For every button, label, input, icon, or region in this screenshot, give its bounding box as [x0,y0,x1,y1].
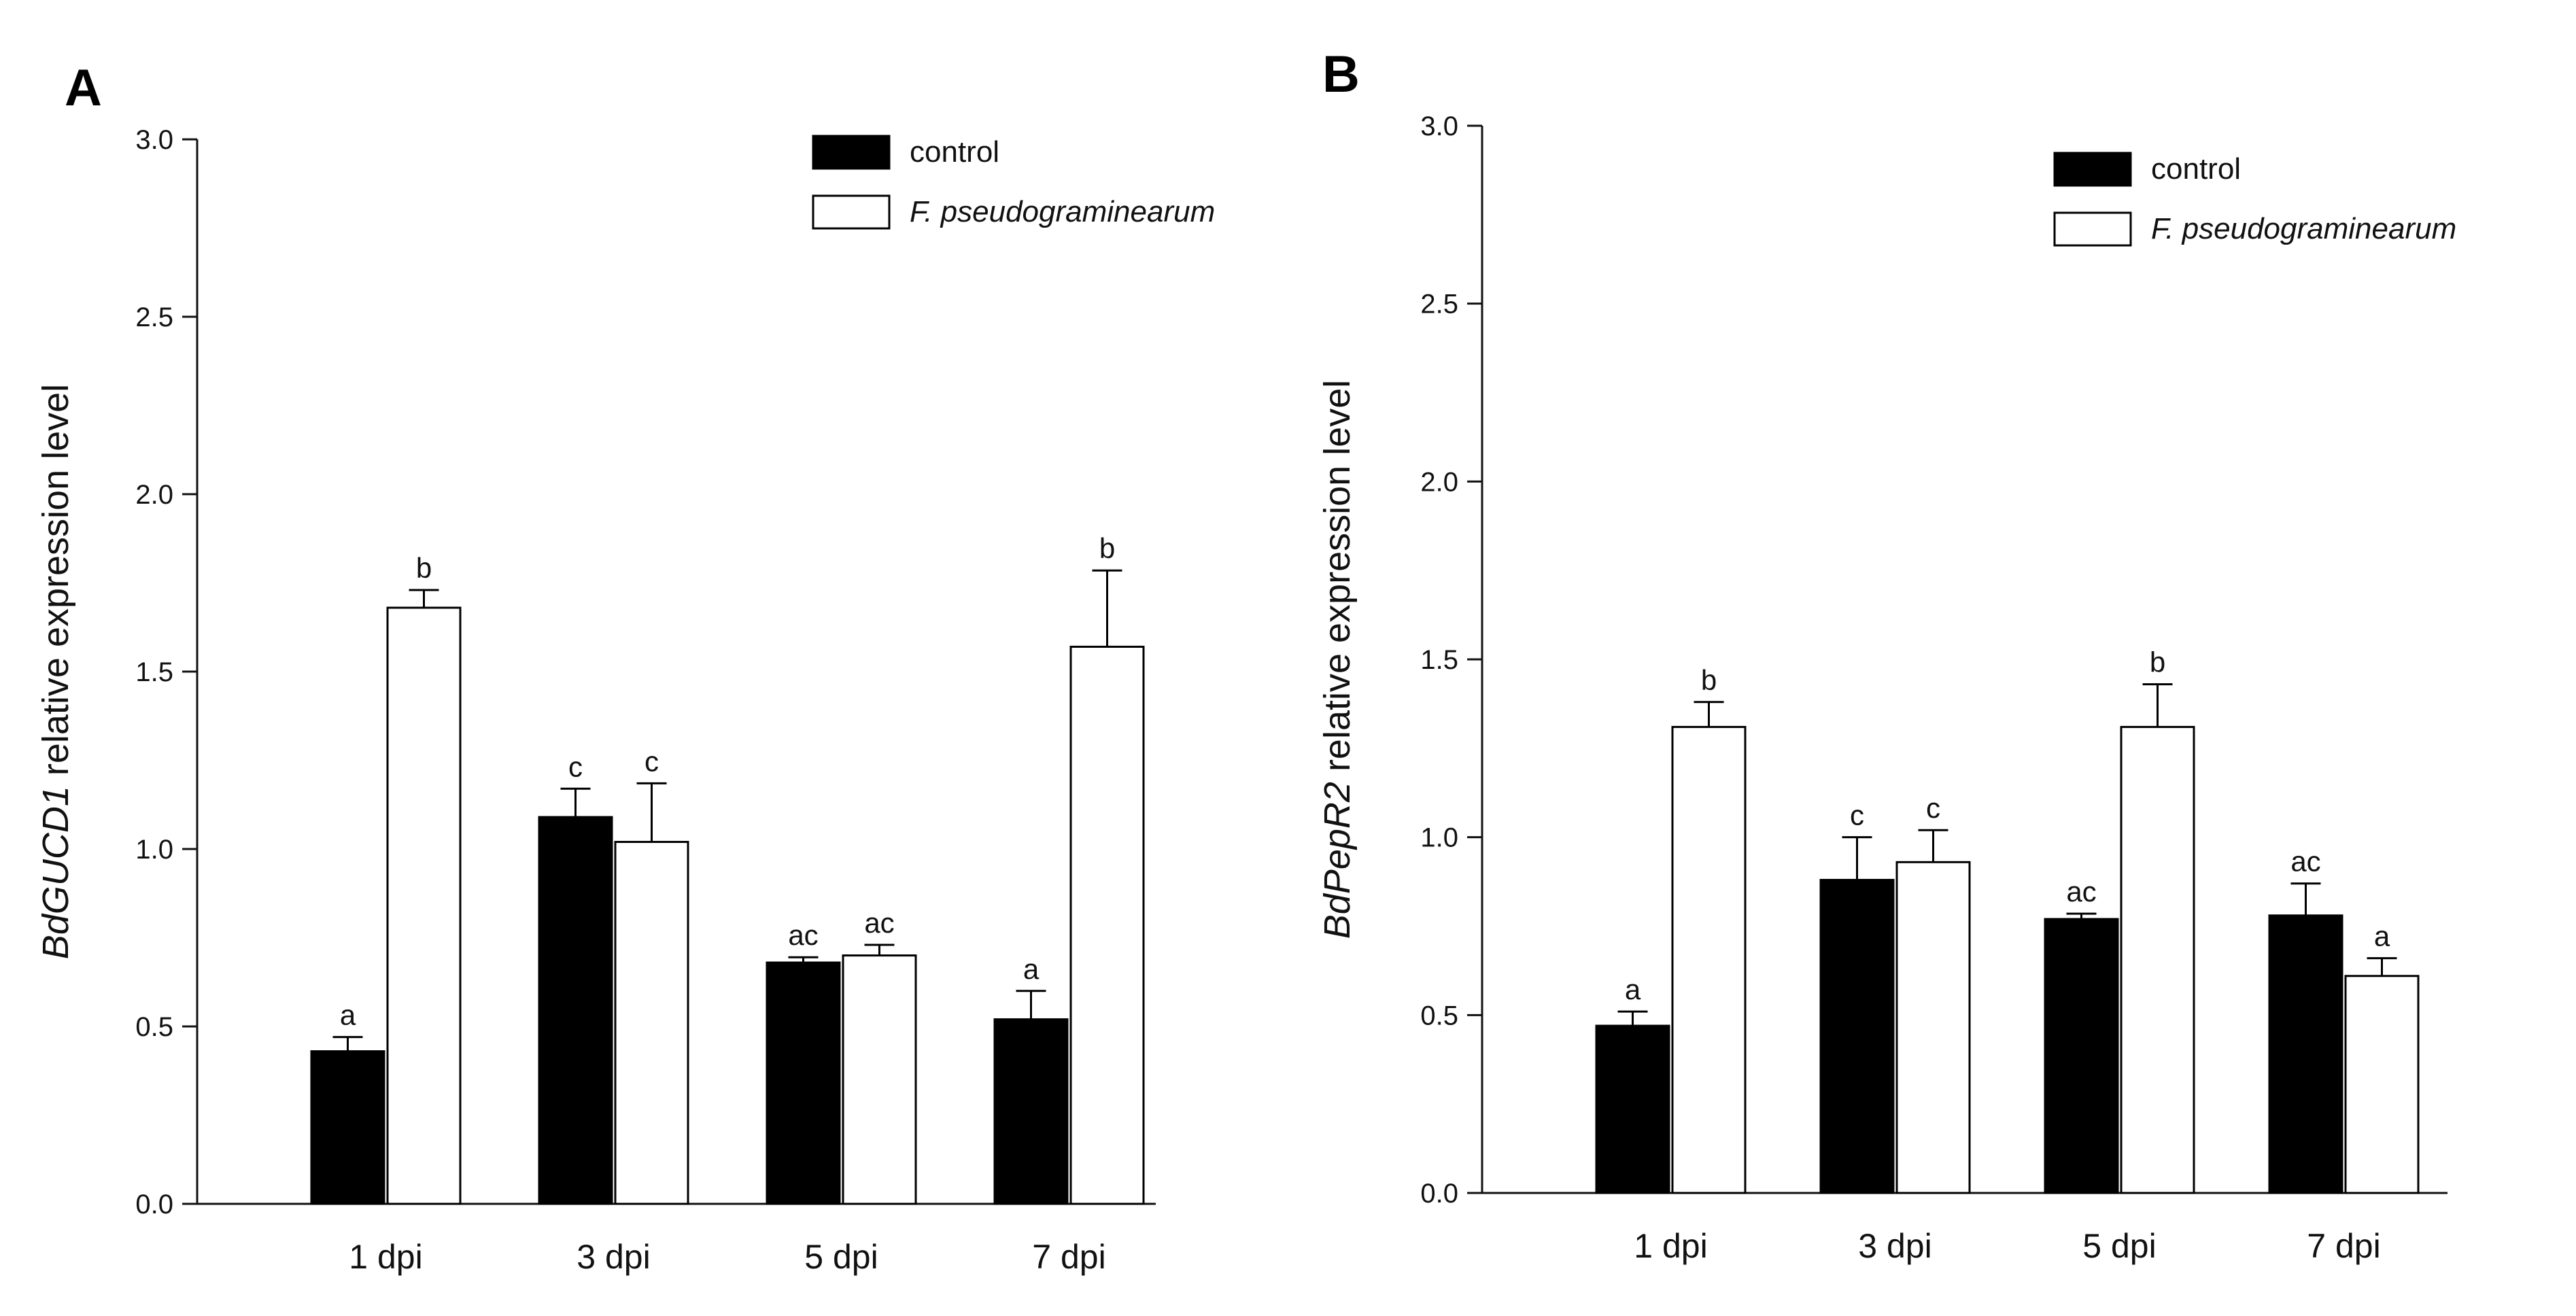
x-category-label: 1 dpi [1634,1227,1707,1265]
bar-control [2268,914,2343,1194]
y-axis-label-text: relative expression level [35,384,76,786]
bar-infected [614,841,689,1205]
bar-control [766,961,841,1205]
legend-label-infected: F. pseudograminearum [910,195,1215,228]
bar-infected [1069,645,1145,1205]
significance-label: ac [2066,876,2096,907]
y-tick-label: 3.0 [1420,111,1458,141]
significance-label: b [2150,646,2165,678]
x-category-label: 3 dpi [577,1238,650,1276]
legend-swatch-infected [812,194,891,230]
significance-label: a [2374,920,2390,952]
significance-label: c [645,745,659,777]
legend-swatch-control [2053,152,2132,187]
x-category-label: 7 dpi [1032,1238,1105,1276]
significance-label: c [1850,799,1864,831]
panel-a: A 0.0 0.5 1.0 1.5 2.0 2.5 3.0 BdGUCD1 relative e… [35,59,1215,1276]
significance-label: b [1099,532,1115,564]
bar-control [310,1050,385,1205]
y-tick-label: 1.0 [1420,823,1458,853]
bar-control [1819,878,1895,1194]
bar-control [1595,1024,1670,1194]
significance-label: ac [2290,846,2320,878]
y-axis-label-gene: BdGUCD1 [35,786,76,959]
bar-control [538,816,613,1205]
y-tick-label: 0.5 [135,1012,173,1042]
bar-infected [386,606,462,1205]
significance-label: c [1926,792,1940,824]
y-tick-label: 1.0 [135,835,173,865]
y-axis-label-text: relative expression level [1317,380,1358,782]
x-category-label: 1 dpi [349,1238,422,1276]
significance-label: a [1625,973,1641,1005]
legend-label-control: control [2151,152,2241,186]
legend-label-infected: F. pseudograminearum [2151,212,2456,245]
y-tick-label: 2.0 [1420,467,1458,497]
y-tick-label: 3.0 [135,125,173,155]
significance-label: a [340,999,356,1031]
bar-control [993,1018,1069,1205]
y-tick-label: 0.0 [1420,1179,1458,1209]
y-axis-label-gene: BdPepR2 [1317,782,1358,939]
y-tick-label: 0.5 [1420,1001,1458,1031]
x-category-label: 7 dpi [2307,1227,2380,1265]
significance-label: b [416,552,432,584]
panel-b: B 0.0 0.5 1.0 1.5 2.0 2.5 3.0 BdPepR2 relative e… [1317,46,2456,1265]
panel-letter: B [1322,46,1360,103]
x-category-label: 5 dpi [2082,1227,2156,1265]
panel-letter: A [65,59,102,117]
x-category-label: 3 dpi [1858,1227,1931,1265]
legend-swatch-infected [2053,211,2132,247]
significance-label: ac [788,919,818,951]
y-tick-label: 2.5 [135,302,173,332]
y-tick-label: 2.0 [135,480,173,510]
y-tick-label: 0.0 [135,1190,173,1219]
significance-label: a [1023,953,1040,985]
y-axis-label: BdPepR2 relative expression level [1317,380,1358,939]
legend-swatch-control [812,135,891,170]
bar-infected [2120,725,2195,1194]
significance-label: c [568,750,583,782]
legend-label-control: control [910,135,999,169]
y-tick-label: 1.5 [135,657,173,687]
bar-infected [2344,975,2420,1194]
bar-control [2044,918,2119,1194]
bar-infected [842,954,917,1205]
significance-label: ac [864,907,894,939]
bar-infected [1671,725,1747,1194]
y-tick-label: 2.5 [1420,290,1458,319]
x-category-label: 5 dpi [804,1238,878,1276]
y-tick-label: 1.5 [1420,645,1458,675]
bar-infected [1895,861,1971,1194]
y-axis-label: BdGUCD1 relative expression level [35,384,76,959]
significance-label: b [1701,664,1717,696]
